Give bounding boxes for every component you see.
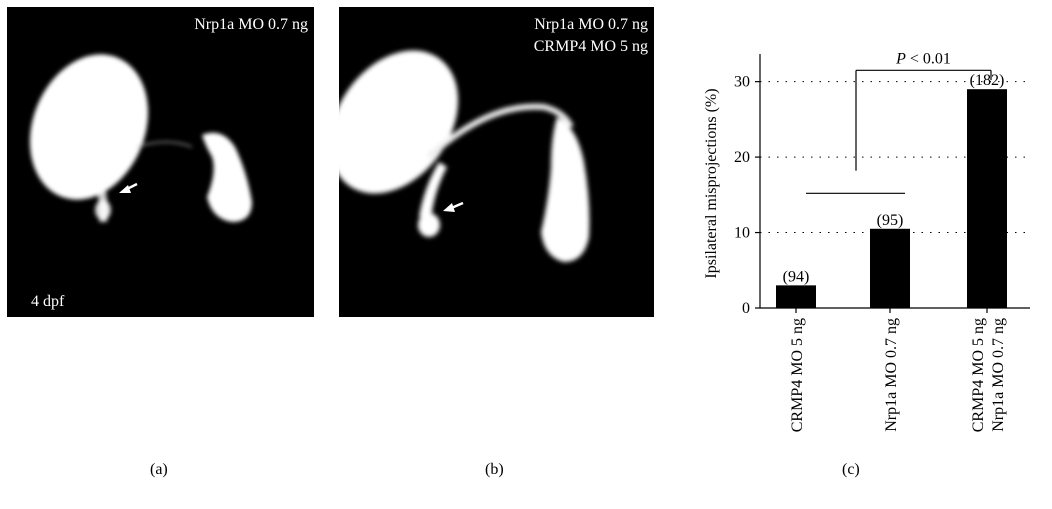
panel-b-title-line1: Nrp1a MO 0.7 ng: [534, 16, 648, 33]
bar-chart: 0 10 20 30 Ipsilateral misprojections (%) (94…: [703, 50, 1030, 432]
bar-count-label: (182): [970, 72, 1005, 89]
x-tick-label: Nrp1a MO 0.7 ng: [883, 318, 900, 432]
bar-count-label: (95): [877, 212, 904, 229]
panel-b-label: (b): [485, 461, 504, 478]
bar-count-label: (94): [783, 268, 810, 285]
bar: [776, 285, 816, 308]
x-tick-label: Nrp1a MO 0.7 ng: [990, 318, 1007, 432]
arrow-icon: [443, 201, 464, 212]
panel-a-title: Nrp1a MO 0.7 ng: [194, 16, 308, 33]
y-tick-label: 20: [734, 149, 750, 166]
bar: [870, 228, 910, 308]
panel-a-stage-label: 4 dpf: [31, 293, 65, 310]
micrograph-panel-b: Nrp1a MO 0.7 ng CRMP4 MO 5 ng: [339, 7, 654, 317]
panel-b-title-line2: CRMP4 MO 5 ng: [533, 38, 648, 55]
arrow-icon: [119, 182, 138, 193]
panel-c-label: (c): [842, 461, 860, 478]
eye-projection-image-a: [29, 54, 252, 222]
panel-a-label: (a): [150, 461, 168, 478]
eye-projection-image-b: [339, 50, 590, 262]
y-tick-label: 0: [742, 300, 750, 317]
micrograph-panel-a: Nrp1a MO 0.7 ng 4 dpf: [7, 7, 314, 317]
y-tick-label: 30: [734, 74, 750, 91]
x-tick-label: CRMP4 MO 5 ng: [789, 318, 806, 432]
significance-label: P < 0.01: [895, 50, 951, 67]
bar: [967, 89, 1007, 308]
x-tick-label: CRMP4 MO 5 ng: [970, 318, 987, 432]
y-axis-label: Ipsilateral misprojections (%): [703, 88, 720, 278]
y-tick-label: 10: [734, 225, 750, 242]
